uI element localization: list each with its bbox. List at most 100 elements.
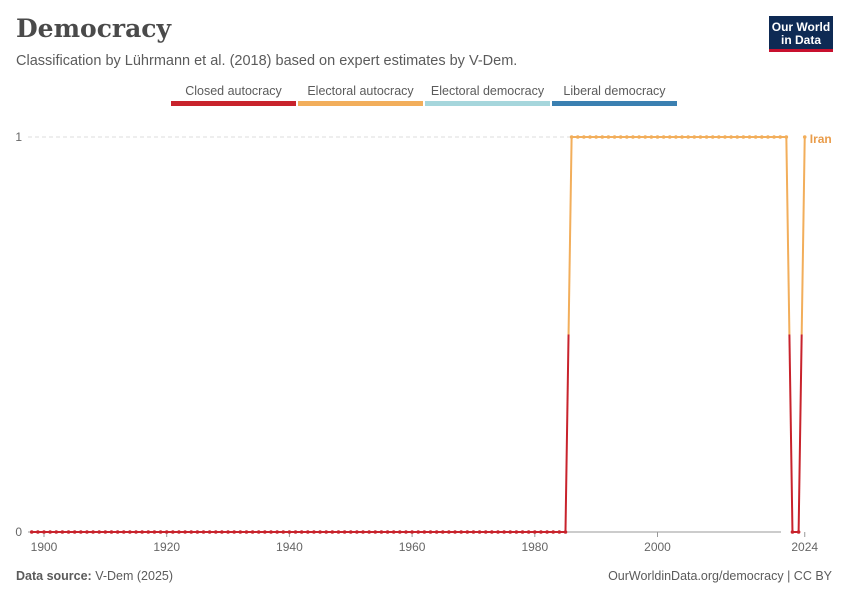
data-point[interactable] — [177, 530, 181, 534]
data-point[interactable] — [440, 530, 445, 534]
data-point[interactable] — [416, 530, 421, 534]
data-point[interactable] — [643, 135, 648, 139]
data-point[interactable] — [312, 530, 316, 534]
data-point[interactable] — [189, 530, 194, 534]
data-point[interactable] — [631, 135, 635, 139]
owid-logo[interactable]: Our World in Data — [769, 16, 833, 52]
data-point[interactable] — [753, 135, 758, 139]
data-point[interactable] — [410, 530, 414, 534]
data-point[interactable] — [306, 530, 310, 534]
data-point[interactable] — [569, 135, 574, 139]
footer-url[interactable]: OurWorldinData.org/democracy | CC BY — [608, 569, 832, 583]
data-point[interactable] — [275, 530, 279, 534]
data-point[interactable] — [784, 135, 789, 139]
data-point[interactable] — [115, 530, 120, 534]
data-point[interactable] — [367, 530, 371, 534]
data-point[interactable] — [557, 530, 562, 534]
data-point[interactable] — [704, 135, 709, 139]
data-point[interactable] — [428, 530, 433, 534]
data-point[interactable] — [729, 135, 733, 139]
data-point[interactable] — [594, 135, 598, 139]
data-point[interactable] — [465, 530, 470, 534]
data-point[interactable] — [318, 530, 322, 534]
data-point[interactable] — [618, 135, 623, 139]
data-point[interactable] — [54, 530, 59, 534]
legend-label[interactable]: Electoral autocracy — [307, 84, 414, 98]
data-point[interactable] — [269, 530, 273, 534]
data-point[interactable] — [97, 530, 102, 534]
data-point[interactable] — [146, 530, 151, 534]
legend-label[interactable]: Electoral democracy — [431, 84, 545, 98]
data-point[interactable] — [502, 530, 506, 534]
data-point[interactable] — [447, 530, 451, 534]
data-point[interactable] — [244, 530, 249, 534]
data-point[interactable] — [778, 135, 782, 139]
data-point[interactable] — [582, 135, 586, 139]
data-point[interactable] — [171, 530, 175, 534]
data-point[interactable] — [361, 530, 365, 534]
data-point[interactable] — [66, 530, 71, 534]
legend-swatch[interactable] — [171, 101, 296, 106]
data-point[interactable] — [355, 530, 359, 534]
data-point[interactable] — [79, 530, 83, 534]
data-point[interactable] — [802, 135, 807, 139]
data-point[interactable] — [140, 530, 144, 534]
data-point[interactable] — [60, 530, 65, 534]
data-point[interactable] — [164, 530, 169, 534]
data-point[interactable] — [404, 530, 408, 534]
data-point[interactable] — [539, 530, 543, 534]
data-point[interactable] — [496, 530, 500, 534]
data-point[interactable] — [385, 530, 390, 534]
data-point[interactable] — [391, 530, 396, 534]
data-point[interactable] — [128, 530, 132, 534]
legend-swatch[interactable] — [298, 101, 423, 106]
data-point[interactable] — [398, 530, 402, 534]
data-point[interactable] — [238, 530, 243, 534]
data-point[interactable] — [625, 135, 629, 139]
data-point[interactable] — [471, 530, 476, 534]
data-point[interactable] — [348, 530, 353, 534]
data-point[interactable] — [72, 530, 77, 534]
data-point[interactable] — [772, 135, 776, 139]
data-point[interactable] — [48, 530, 52, 534]
data-point[interactable] — [655, 135, 660, 139]
data-point[interactable] — [661, 135, 666, 139]
data-point[interactable] — [735, 135, 740, 139]
data-point[interactable] — [226, 530, 230, 534]
data-point[interactable] — [256, 530, 261, 534]
data-point[interactable] — [134, 530, 138, 534]
data-point[interactable] — [336, 530, 341, 534]
data-point[interactable] — [91, 530, 95, 534]
data-point[interactable] — [606, 135, 611, 139]
data-point[interactable] — [373, 530, 378, 534]
data-point[interactable] — [330, 530, 335, 534]
data-point[interactable] — [121, 530, 126, 534]
data-point[interactable] — [213, 530, 218, 534]
data-point[interactable] — [526, 530, 531, 534]
data-point[interactable] — [686, 135, 690, 139]
data-point[interactable] — [152, 530, 157, 534]
data-point[interactable] — [324, 530, 329, 534]
data-point[interactable] — [293, 530, 298, 534]
data-point[interactable] — [612, 135, 617, 139]
data-point[interactable] — [299, 530, 304, 534]
data-point[interactable] — [649, 135, 654, 139]
data-point[interactable] — [508, 530, 513, 534]
data-point[interactable] — [201, 530, 206, 534]
data-point[interactable] — [747, 135, 752, 139]
data-point[interactable] — [667, 135, 672, 139]
data-point[interactable] — [109, 530, 114, 534]
data-point[interactable] — [29, 530, 34, 534]
data-point[interactable] — [680, 135, 684, 139]
legend-swatch[interactable] — [425, 101, 550, 106]
data-point[interactable] — [459, 530, 463, 534]
data-point[interactable] — [490, 530, 494, 534]
legend-label[interactable]: Closed autocracy — [185, 84, 282, 98]
legend-swatch[interactable] — [552, 101, 677, 106]
data-point[interactable] — [158, 530, 163, 534]
data-point[interactable] — [453, 530, 457, 534]
data-point[interactable] — [195, 530, 200, 534]
data-point[interactable] — [723, 135, 727, 139]
data-point[interactable] — [281, 530, 286, 534]
data-point[interactable] — [379, 530, 384, 534]
